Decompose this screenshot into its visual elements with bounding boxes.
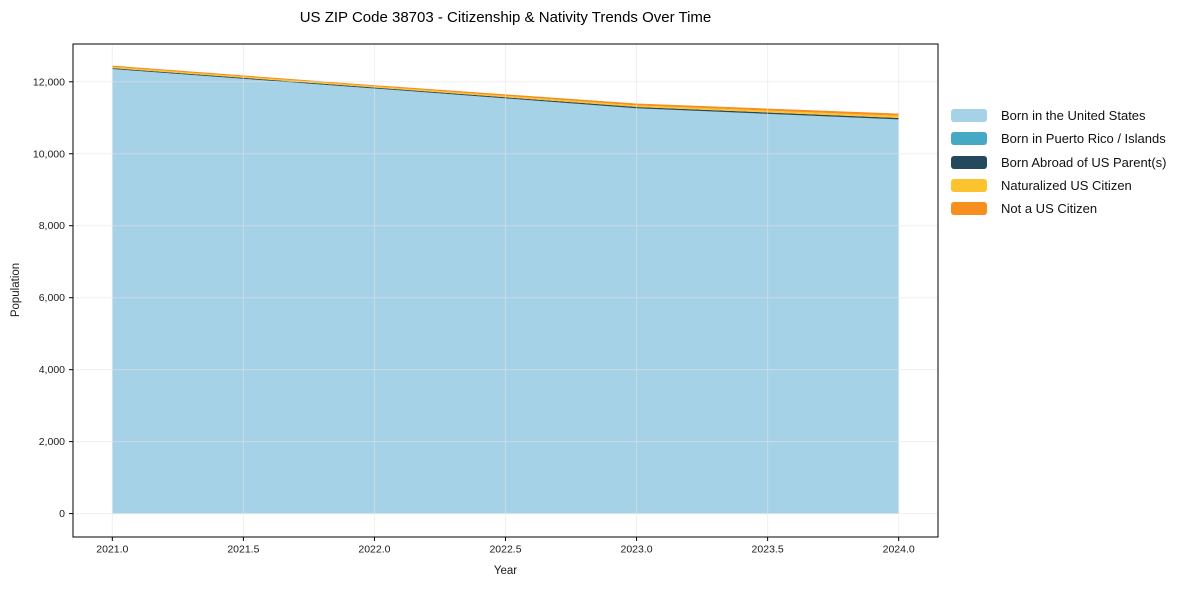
chart-title: US ZIP Code 38703 - Citizenship & Nativi… <box>299 9 712 26</box>
x-tick-label: 2022.5 <box>489 544 521 556</box>
x-tick-label: 2024.0 <box>883 544 915 556</box>
x-axis-label: Year <box>493 565 518 577</box>
y-axis-label: Population <box>10 262 22 318</box>
legend: Born in the United States Born in Puerto… <box>951 104 1166 220</box>
x-tick-label: 2023.5 <box>752 544 784 556</box>
y-tick-label: 6,000 <box>39 292 65 304</box>
legend-item: Not a US Citizen <box>951 197 1166 220</box>
x-tick-label: 2021.0 <box>96 544 128 556</box>
y-tick-label: 10,000 <box>33 148 65 160</box>
legend-swatch-naturalized <box>951 179 987 193</box>
y-tick-label: 12,000 <box>33 76 65 88</box>
y-tick-label: 4,000 <box>39 364 65 376</box>
y-tick-label: 0 <box>59 508 65 520</box>
legend-label-born-abroad: Born Abroad of US Parent(s) <box>1001 154 1167 170</box>
legend-swatch-not-citizen <box>951 202 987 216</box>
legend-swatch-born-us <box>951 109 987 123</box>
area-series-3 <box>112 66 899 118</box>
legend-label-not-citizen: Not a US Citizen <box>1001 201 1098 217</box>
legend-label-born-pr: Born in Puerto Rico / Islands <box>1001 131 1166 147</box>
legend-item: Naturalized US Citizen <box>951 174 1166 197</box>
x-tick-label: 2021.5 <box>227 544 259 556</box>
legend-label-naturalized: Naturalized US Citizen <box>1001 178 1132 194</box>
legend-label-born-us: Born in the United States <box>1001 108 1146 124</box>
x-tick-label: 2023.0 <box>620 544 652 556</box>
x-tick-label: 2022.0 <box>358 544 390 556</box>
legend-swatch-born-pr <box>951 132 987 146</box>
y-tick-label: 2,000 <box>39 436 65 448</box>
legend-item: Born in Puerto Rico / Islands <box>951 127 1166 150</box>
legend-item: Born in the United States <box>951 104 1166 127</box>
y-tick-label: 8,000 <box>39 220 65 232</box>
area-series-4 <box>112 65 899 116</box>
legend-item: Born Abroad of US Parent(s) <box>951 151 1166 174</box>
legend-swatch-born-abroad <box>951 155 987 169</box>
